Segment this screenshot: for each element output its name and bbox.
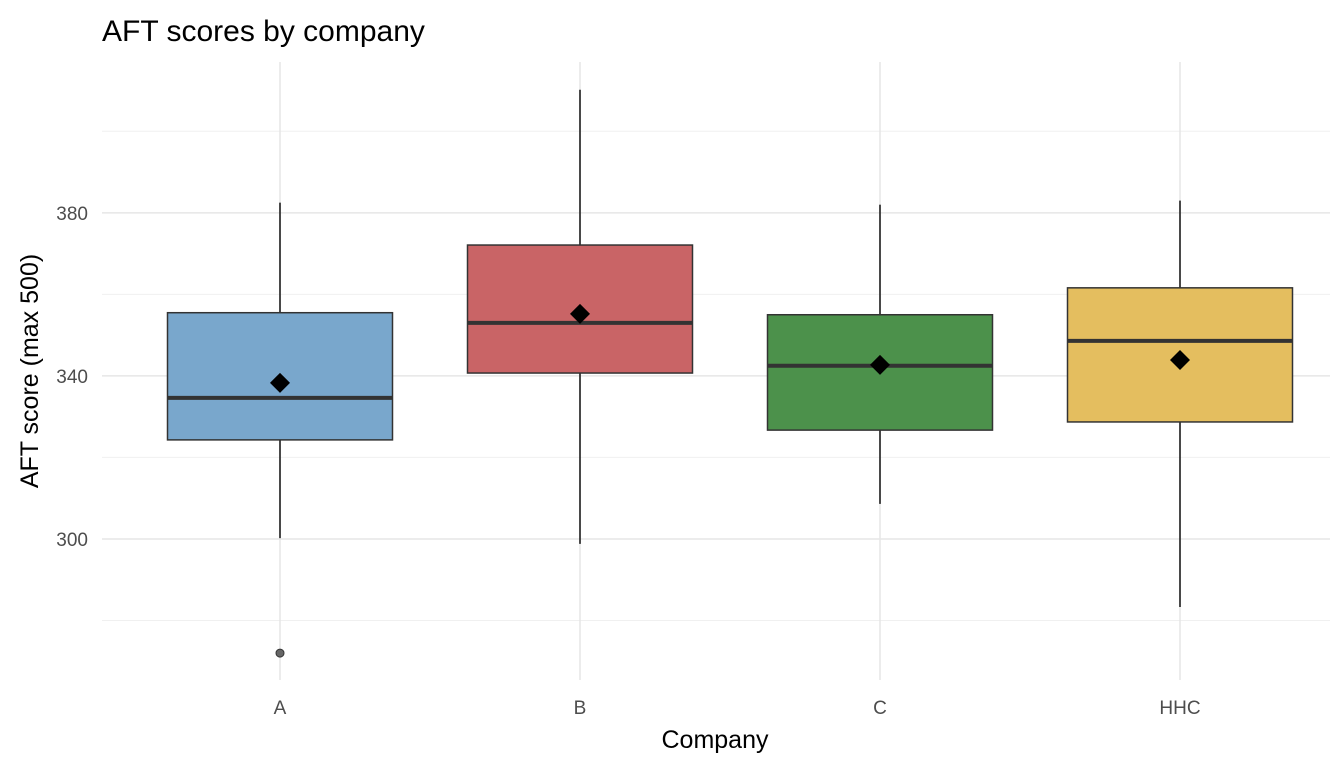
chart-title: AFT scores by company: [102, 15, 425, 48]
y-tick-label: 300: [56, 530, 88, 551]
y-tick-labels: 300 340 380: [56, 204, 88, 551]
mean-marker: [870, 354, 890, 375]
x-tick-label: HHC: [1159, 698, 1200, 719]
x-tick-labels: A B C HHC: [274, 698, 1201, 719]
outlier-point: [275, 648, 285, 658]
mean-marker: [270, 372, 290, 393]
mean-marker: [1170, 349, 1190, 370]
x-tick-label: C: [873, 698, 887, 719]
y-tick-label: 380: [56, 204, 88, 225]
y-axis-label: AFT score (max 500): [16, 254, 44, 488]
x-tick-label: B: [574, 698, 587, 719]
boxes: [166, 89, 1294, 658]
mean-marker: [570, 303, 590, 324]
x-tick-label: A: [274, 698, 287, 719]
x-axis-label: Company: [662, 726, 769, 754]
y-tick-label: 340: [56, 367, 88, 388]
